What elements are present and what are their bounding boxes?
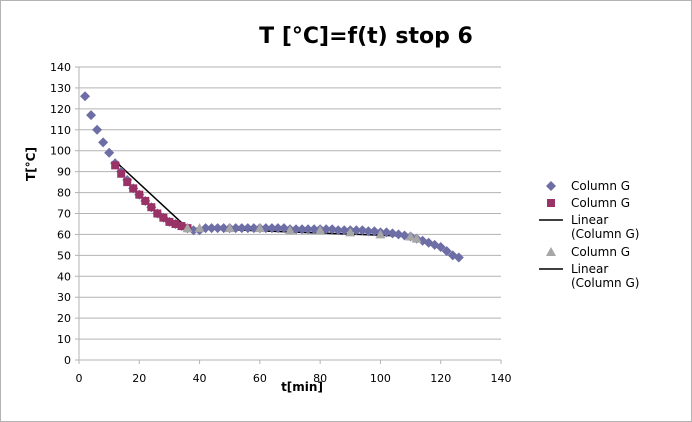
trend-line-2 xyxy=(114,160,189,229)
data-point-s1-7 xyxy=(153,209,162,218)
legend-label: Linear xyxy=(571,262,608,276)
data-point-s0-28 xyxy=(248,223,259,234)
legend-marker-swatch xyxy=(546,181,556,191)
y-tick-label-13: 130 xyxy=(50,82,71,95)
legend-marker-swatch xyxy=(547,199,555,207)
data-point-s3-5 xyxy=(315,225,326,235)
data-point-s0-21 xyxy=(206,223,217,234)
data-point-s0-59 xyxy=(435,241,446,252)
data-point-s0-37 xyxy=(303,224,314,235)
data-point-s3-8 xyxy=(405,231,416,241)
data-point-s1-3 xyxy=(129,184,138,193)
data-point-s0-47 xyxy=(363,226,374,237)
data-point-s3-0 xyxy=(182,223,193,233)
data-point-s0-26 xyxy=(236,223,247,234)
data-point-s3-2 xyxy=(224,223,235,233)
legend-item-2: Linear(Column G) xyxy=(539,213,639,241)
y-tick-label-7: 70 xyxy=(57,208,71,221)
x-tick-label-4: 80 xyxy=(313,372,327,385)
data-point-s0-22 xyxy=(212,223,223,234)
data-point-s1-1 xyxy=(117,169,126,178)
x-tick-labels: 0 20 40 60 80 100 120 140 xyxy=(76,372,512,385)
data-point-s0-32 xyxy=(272,223,283,234)
data-point-s0-45 xyxy=(351,225,362,236)
y-axis-label: T[°C] xyxy=(24,147,38,181)
axes xyxy=(75,66,502,364)
legend-marker-swatch xyxy=(546,247,556,256)
legend-item-4: Linear(Column G) xyxy=(539,262,639,290)
x-tick-label-3: 60 xyxy=(253,372,267,385)
y-tick-label-2: 20 xyxy=(57,312,71,325)
data-point-s0-1 xyxy=(86,110,97,121)
y-tick-label-4: 40 xyxy=(57,270,71,283)
data-point-s0-2 xyxy=(92,124,103,135)
data-point-s1-11 xyxy=(177,222,186,231)
y-tick-label-11: 110 xyxy=(50,124,71,137)
chart-title: T [°C]=f(t) stop 6 xyxy=(259,24,473,49)
x-tick-label-1: 20 xyxy=(132,372,146,385)
legend-label-line2: (Column G) xyxy=(571,276,639,290)
x-tick-label-5: 100 xyxy=(370,372,391,385)
y-tick-label-1: 10 xyxy=(57,333,71,346)
data-point-s1-9 xyxy=(165,217,174,226)
y-tick-labels: 0 10 20 30 40 50 60 70 80 90 100 110 120 130 140 xyxy=(50,61,71,367)
grid-lines xyxy=(79,66,501,361)
data-points xyxy=(80,91,464,263)
data-point-s3-3 xyxy=(254,223,265,233)
data-point-s0-3 xyxy=(98,137,109,148)
data-point-s0-31 xyxy=(266,223,277,234)
legend-label: Linear xyxy=(571,213,608,227)
legend-label: Column G xyxy=(571,179,630,193)
y-tick-label-9: 90 xyxy=(57,166,71,179)
x-tick-label-7: 140 xyxy=(491,372,512,385)
data-point-s1-4 xyxy=(135,190,144,199)
y-tick-label-8: 80 xyxy=(57,187,71,200)
y-tick-label-6: 60 xyxy=(57,228,71,241)
x-tick-label-6: 120 xyxy=(430,372,451,385)
data-point-s3-6 xyxy=(345,227,356,237)
y-tick-label-10: 100 xyxy=(50,145,71,158)
y-tick-label-0: 0 xyxy=(64,354,71,367)
data-point-s0-0 xyxy=(80,91,91,102)
data-point-s1-6 xyxy=(147,203,156,212)
legend-label: Column G xyxy=(571,196,630,210)
y-tick-label-5: 50 xyxy=(57,249,71,262)
data-point-s0-27 xyxy=(242,223,253,234)
data-point-s0-36 xyxy=(297,224,308,235)
data-point-s3-7 xyxy=(375,229,386,239)
data-point-s1-5 xyxy=(141,196,150,205)
legend-label-line2: (Column G) xyxy=(571,227,639,241)
data-point-s1-2 xyxy=(123,178,132,187)
x-tick-label-0: 0 xyxy=(76,372,83,385)
legend-label: Column G xyxy=(571,245,630,259)
data-point-s3-1 xyxy=(194,223,205,233)
y-tick-label-3: 30 xyxy=(57,291,71,304)
data-point-s0-42 xyxy=(333,225,344,236)
x-axis-label: t[min] xyxy=(281,380,323,394)
data-point-s1-0 xyxy=(111,161,120,170)
data-point-s3-4 xyxy=(285,225,295,235)
legend-item-1: Column G xyxy=(547,196,630,210)
y-tick-label-14: 140 xyxy=(50,61,71,74)
legend-item-3: Column G xyxy=(546,245,630,259)
data-point-s3-9 xyxy=(411,233,422,243)
legend-item-0: Column G xyxy=(546,179,630,193)
data-point-s1-8 xyxy=(159,213,168,222)
data-point-s0-62 xyxy=(453,252,464,263)
data-point-s0-60 xyxy=(441,246,452,257)
y-tick-label-12: 120 xyxy=(50,103,71,116)
data-point-s0-4 xyxy=(104,147,115,158)
x-tick-label-2: 40 xyxy=(193,372,207,385)
data-point-s0-43 xyxy=(339,225,350,236)
data-point-s1-10 xyxy=(171,219,180,228)
